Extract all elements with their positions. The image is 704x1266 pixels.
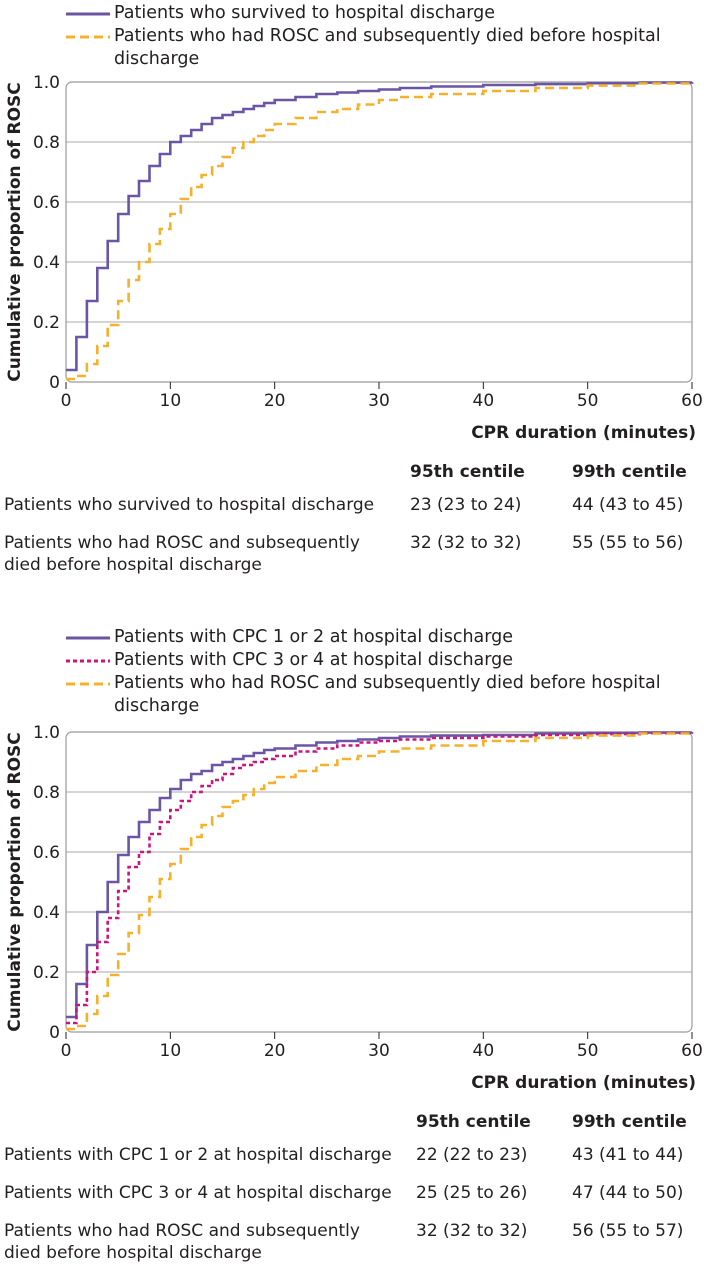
- table-header-99th: 99th centile: [572, 462, 687, 482]
- table-cell-p95: 32 (32 to 32): [410, 533, 522, 553]
- table-header-99th: 99th centile: [572, 1112, 687, 1132]
- series-line: [66, 732, 694, 1031]
- y-tick-label: 0.6: [33, 843, 60, 863]
- legend-swatch-dotted: [66, 659, 110, 663]
- legend-1: Patients who survived to hospital discha…: [66, 2, 696, 71]
- figure-1: Patients who survived to hospital discha…: [0, 0, 704, 590]
- y-axis-title: Cumulative proportion of ROSC: [5, 732, 25, 1032]
- y-tick-label: 0.4: [33, 253, 60, 273]
- legend-swatch-solid: [66, 12, 110, 16]
- x-tick-label: 60: [681, 391, 703, 411]
- legend-item: Patients who had ROSC and subsequently d…: [66, 672, 696, 718]
- table-row-label: Patients who had ROSC and subsequently d…: [4, 533, 360, 575]
- legend-item: Patients who had ROSC and subsequently d…: [66, 25, 696, 71]
- y-tick-label: 1.0: [33, 73, 60, 93]
- table-header-95th: 95th centile: [410, 462, 525, 482]
- y-tick-label: 0.2: [33, 313, 60, 333]
- table-row-label: Patients with CPC 1 or 2 at hospital dis…: [4, 1145, 392, 1165]
- table-row-label: Patients who had ROSC and subsequently d…: [4, 1221, 360, 1263]
- legend-label: Patients who had ROSC and subsequently d…: [114, 26, 661, 69]
- x-axis-title: CPR duration (minutes): [471, 423, 696, 443]
- x-tick-label: 40: [473, 1041, 495, 1061]
- legend-label: Patients with CPC 3 or 4 at hospital dis…: [114, 650, 514, 670]
- legend-swatch-solid: [66, 636, 110, 640]
- legend-2: Patients with CPC 1 or 2 at hospital dis…: [66, 626, 696, 718]
- x-tick-label: 10: [160, 1041, 182, 1061]
- legend-label: Patients who survived to hospital discha…: [114, 3, 496, 23]
- legend-item: Patients with CPC 1 or 2 at hospital dis…: [66, 626, 696, 649]
- x-tick-label: 50: [577, 391, 599, 411]
- y-tick-label: 0.8: [33, 783, 60, 803]
- table-cell-p99: 44 (43 to 45): [572, 495, 684, 515]
- table-cell-p99: 43 (41 to 44): [572, 1145, 684, 1165]
- legend-item: Patients who survived to hospital discha…: [66, 2, 696, 25]
- figure-2: Patients with CPC 1 or 2 at hospital dis…: [0, 624, 704, 1266]
- table-row-label: Patients who survived to hospital discha…: [4, 495, 375, 515]
- table-header-95th: 95th centile: [416, 1112, 531, 1132]
- legend-label: Patients with CPC 1 or 2 at hospital dis…: [114, 627, 514, 647]
- x-tick-label: 40: [473, 391, 495, 411]
- x-tick-label: 20: [264, 1041, 286, 1061]
- x-tick-label: 30: [368, 1041, 390, 1061]
- series-line: [66, 81, 694, 372]
- table-cell-p99: 55 (55 to 56): [572, 533, 684, 553]
- y-axis-title: Cumulative proportion of ROSC: [5, 82, 25, 382]
- x-tick-label: 20: [264, 391, 286, 411]
- chart-1-plot: 0 0.2 0.4 0.6 0.8 1.0 0 10 20 30 40 50 60 CPR duratio…: [5, 73, 703, 443]
- table-cell-p99: 56 (55 to 57): [572, 1221, 684, 1241]
- y-tick-label: 0.8: [33, 133, 60, 153]
- y-tick-label: 0.4: [33, 903, 60, 923]
- series-line: [66, 731, 694, 1025]
- table-cell-p99: 47 (44 to 50): [572, 1183, 684, 1203]
- table-row-label: Patients with CPC 3 or 4 at hospital dis…: [4, 1183, 392, 1203]
- table-cell-p95: 32 (32 to 32): [416, 1221, 528, 1241]
- x-tick-label: 10: [160, 391, 182, 411]
- y-tick-label: 0: [49, 373, 60, 393]
- y-tick-label: 0.2: [33, 963, 60, 983]
- legend-label: Patients who had ROSC and subsequently d…: [114, 673, 661, 716]
- table-cell-p95: 25 (25 to 26): [416, 1183, 528, 1203]
- table-cell-p95: 23 (23 to 24): [410, 495, 522, 515]
- y-tick-label: 0: [49, 1023, 60, 1043]
- chart-2-plot: 0 0.2 0.4 0.6 0.8 1.0 0 10 20 30 40 50 60 CPR duratio…: [5, 723, 703, 1093]
- legend-swatch-dashed: [66, 35, 110, 39]
- y-tick-label: 1.0: [33, 723, 60, 743]
- x-tick-label: 0: [61, 391, 72, 411]
- series-line: [66, 731, 694, 1019]
- x-tick-label: 50: [577, 1041, 599, 1061]
- x-tick-label: 0: [61, 1041, 72, 1061]
- y-tick-label: 0.6: [33, 193, 60, 213]
- legend-item: Patients with CPC 3 or 4 at hospital dis…: [66, 649, 696, 672]
- x-axis-title: CPR duration (minutes): [471, 1073, 696, 1093]
- table-cell-p95: 22 (22 to 23): [416, 1145, 528, 1165]
- legend-swatch-dashed: [66, 682, 110, 686]
- x-tick-label: 60: [681, 1041, 703, 1061]
- series-line: [66, 82, 694, 381]
- x-tick-label: 30: [368, 391, 390, 411]
